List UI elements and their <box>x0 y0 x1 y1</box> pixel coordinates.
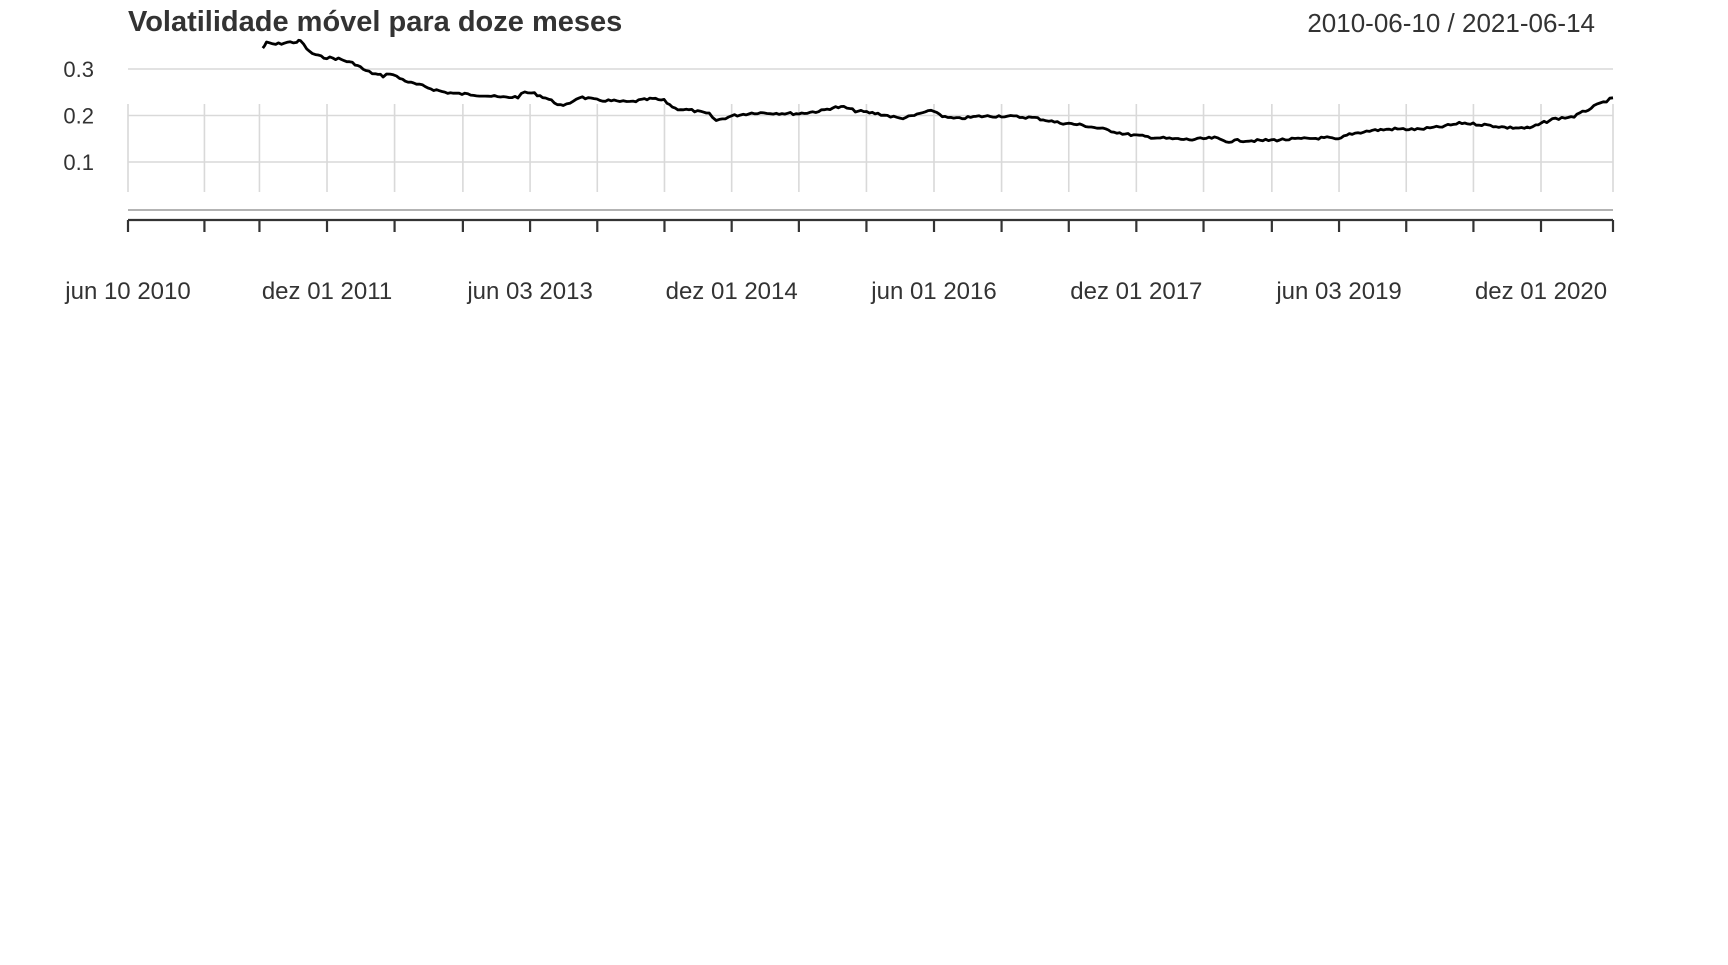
date-range-label: 2010-06-10 / 2021-06-14 <box>1307 8 1595 38</box>
x-tick-label: jun 03 2013 <box>466 278 592 305</box>
x-tick-label: jun 10 2010 <box>64 278 190 305</box>
x-tick-label: dez 01 2014 <box>666 278 798 305</box>
x-tick-labels: jun 10 2010 dez 01 2011 jun 03 2013 dez 01 … <box>64 278 1607 305</box>
series-layer <box>261 38 1614 144</box>
chart-title: Volatilidade móvel para doze meses <box>128 6 622 38</box>
x-tick-label: dez 01 2020 <box>1475 278 1607 305</box>
y-axis: 0.1 0.2 0.3 <box>63 57 94 175</box>
y-tick-label: 0.2 <box>63 104 94 129</box>
y-tick-label: 0.3 <box>63 57 94 82</box>
series-line <box>261 38 1614 144</box>
x-tick-label: jun 03 2019 <box>1275 278 1401 305</box>
x-tick-label: jun 01 2016 <box>870 278 996 305</box>
y-tick-label: 0.1 <box>63 150 94 175</box>
x-axis <box>126 209 1615 232</box>
x-tick-label: dez 01 2011 <box>262 278 392 305</box>
x-tick-label: dez 01 2017 <box>1070 278 1202 305</box>
grid-lines <box>127 68 1614 192</box>
